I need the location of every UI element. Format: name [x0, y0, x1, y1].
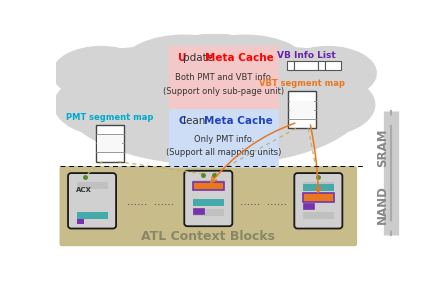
FancyBboxPatch shape: [60, 166, 357, 246]
Text: Meta Cache: Meta Cache: [204, 116, 273, 126]
Text: ATL Context Blocks: ATL Context Blocks: [142, 230, 275, 244]
Bar: [318, 62, 325, 70]
Ellipse shape: [166, 34, 263, 87]
Text: ......  ......: ...... ......: [127, 197, 174, 207]
Bar: [294, 62, 318, 70]
Bar: [193, 182, 224, 190]
Bar: [77, 212, 108, 219]
Bar: [303, 182, 334, 189]
Bar: [193, 199, 224, 206]
Ellipse shape: [279, 47, 376, 99]
Text: Meta Cache: Meta Cache: [205, 53, 274, 63]
Text: NAND: NAND: [376, 185, 389, 224]
FancyBboxPatch shape: [169, 46, 279, 109]
FancyBboxPatch shape: [184, 171, 232, 226]
Text: Both PMT and VBT info.
(Support only sub-page unit): Both PMT and VBT info. (Support only sub…: [163, 73, 284, 96]
Ellipse shape: [121, 35, 248, 98]
Bar: [303, 203, 314, 209]
Bar: [77, 182, 108, 189]
Text: PMT segment map: PMT segment map: [66, 112, 154, 121]
Bar: [193, 188, 224, 198]
Bar: [303, 190, 334, 200]
Text: lean: lean: [183, 116, 208, 126]
Bar: [193, 209, 224, 216]
FancyBboxPatch shape: [294, 173, 342, 228]
Bar: [303, 193, 334, 201]
Text: ......  ......: ...... ......: [240, 197, 287, 207]
Bar: [77, 212, 108, 219]
FancyBboxPatch shape: [169, 109, 279, 168]
Ellipse shape: [54, 73, 169, 136]
Bar: [77, 201, 108, 211]
Text: VBT segment map: VBT segment map: [259, 80, 345, 89]
Bar: [97, 135, 122, 151]
Bar: [303, 184, 334, 191]
Bar: [77, 219, 84, 224]
Ellipse shape: [53, 47, 150, 99]
Text: pdate: pdate: [183, 53, 216, 63]
Text: VB Info List: VB Info List: [277, 51, 336, 60]
Bar: [287, 62, 294, 70]
FancyBboxPatch shape: [288, 92, 316, 128]
Bar: [303, 201, 334, 211]
Text: ACX: ACX: [76, 187, 92, 193]
Text: Only PMT info.
(Support all mapping units): Only PMT info. (Support all mapping unit…: [166, 135, 282, 157]
Bar: [77, 190, 108, 200]
FancyBboxPatch shape: [68, 173, 116, 228]
Text: SRAM: SRAM: [376, 128, 389, 167]
Text: C: C: [178, 116, 186, 126]
Bar: [325, 62, 341, 70]
Text: U: U: [178, 53, 186, 63]
Ellipse shape: [63, 48, 214, 130]
Bar: [193, 180, 224, 187]
Ellipse shape: [260, 73, 375, 136]
Bar: [290, 101, 315, 118]
Ellipse shape: [181, 35, 308, 98]
Bar: [303, 212, 334, 219]
FancyBboxPatch shape: [96, 124, 124, 162]
Ellipse shape: [214, 48, 366, 130]
Ellipse shape: [63, 38, 366, 165]
Bar: [193, 208, 204, 214]
Bar: [193, 198, 224, 209]
